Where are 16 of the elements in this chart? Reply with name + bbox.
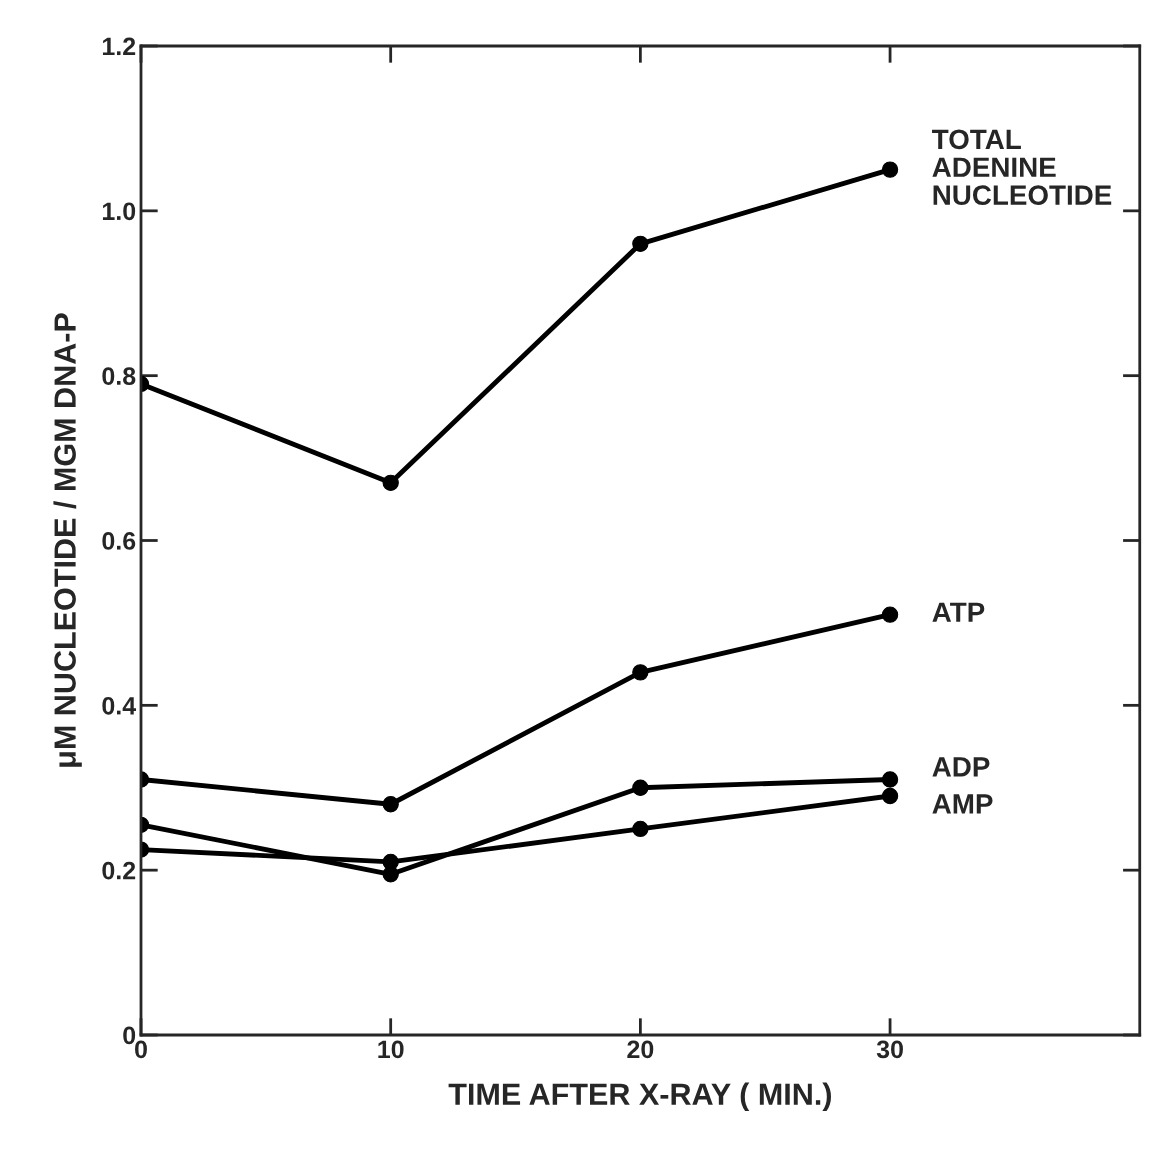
y-tick-label: 0.4 bbox=[102, 696, 137, 715]
y-tick-label: 1.0 bbox=[102, 202, 136, 221]
y-tick-label: 1.2 bbox=[102, 37, 136, 56]
series-label: ATP bbox=[932, 602, 985, 622]
y-tick-label: 0.8 bbox=[102, 367, 136, 385]
x-tick-label: 20 bbox=[627, 1040, 654, 1059]
series-label: AMP bbox=[932, 794, 993, 814]
series-label: ADP bbox=[932, 757, 990, 777]
x-tick-label: 30 bbox=[876, 1040, 903, 1059]
y-tick-label: 0.6 bbox=[102, 532, 136, 550]
x-axis-title: TIME AFTER X-RAY ( MIN.) bbox=[448, 1082, 831, 1112]
series-label: TOTAL ADENINE NUCLEOTIDE bbox=[932, 129, 1112, 205]
y-axis-title: μM NUCLEOTIDE / MGM DNA-P bbox=[53, 313, 82, 767]
x-tick-label: 10 bbox=[378, 1040, 404, 1059]
y-tick-label: 0.2 bbox=[102, 861, 136, 880]
y-tick-label: 0 bbox=[123, 1026, 136, 1045]
